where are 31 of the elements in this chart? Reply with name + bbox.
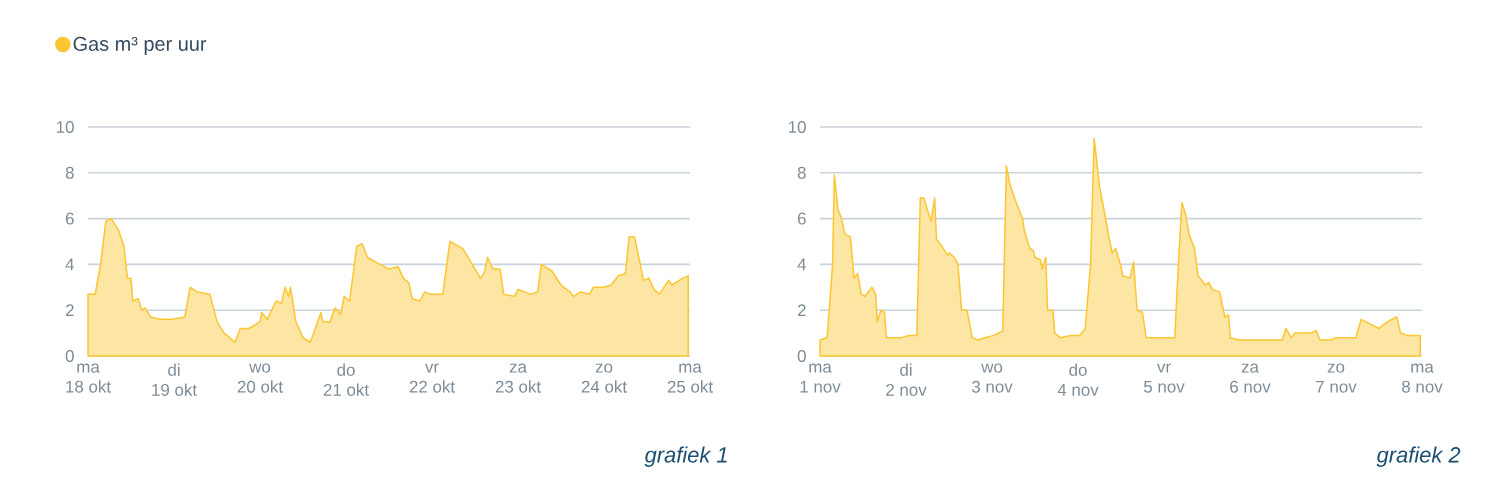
y-tick-label: 8 — [65, 166, 74, 179]
x-tick-label: do 4 nov — [1057, 363, 1099, 396]
y-tick-label: 0 — [65, 349, 74, 362]
x-tick-label: di 19 okt — [152, 363, 197, 396]
x-tick-label: di 2 nov — [886, 363, 927, 396]
x-tick-label: vr 5 nov — [1143, 363, 1185, 393]
y-tick-label: 2 — [797, 304, 806, 317]
x-tick-label: zo 24 okt — [581, 363, 627, 393]
y-tick-label: 10 — [788, 120, 806, 133]
text: Gas m³ per uur — [73, 36, 207, 55]
y-tick-label: 4 — [797, 258, 806, 271]
x-tick-label: za 6 nov — [1230, 363, 1271, 393]
x-tick-label: za 23 okt — [495, 363, 541, 393]
x-tick-label: ma 25 okt — [667, 363, 713, 393]
x-tick-label: do 21 okt — [323, 363, 369, 396]
x-tick-label: ma 8 nov — [1402, 363, 1443, 393]
y-tick-label: 6 — [65, 212, 74, 225]
y-tick-label: 0 — [797, 349, 806, 362]
x-tick-label: ma 1 nov — [800, 363, 841, 393]
x-tick-label: ma 18 okt — [66, 363, 111, 393]
x-tick-label: wo 20 okt — [237, 363, 283, 393]
y-tick-label: 2 — [65, 304, 74, 317]
text: grafiek 2 — [1376, 446, 1461, 467]
y-tick-label: 4 — [65, 258, 74, 271]
y-tick-label: 6 — [797, 212, 806, 225]
x-tick-label: vr 22 okt — [409, 363, 455, 393]
y-tick-label: 10 — [56, 120, 74, 133]
x-tick-label: zo 7 nov — [1316, 363, 1357, 393]
y-tick-label: 8 — [797, 166, 806, 179]
text: grafiek 1 — [644, 446, 727, 467]
x-tick-label: wo 3 nov — [971, 363, 1013, 393]
